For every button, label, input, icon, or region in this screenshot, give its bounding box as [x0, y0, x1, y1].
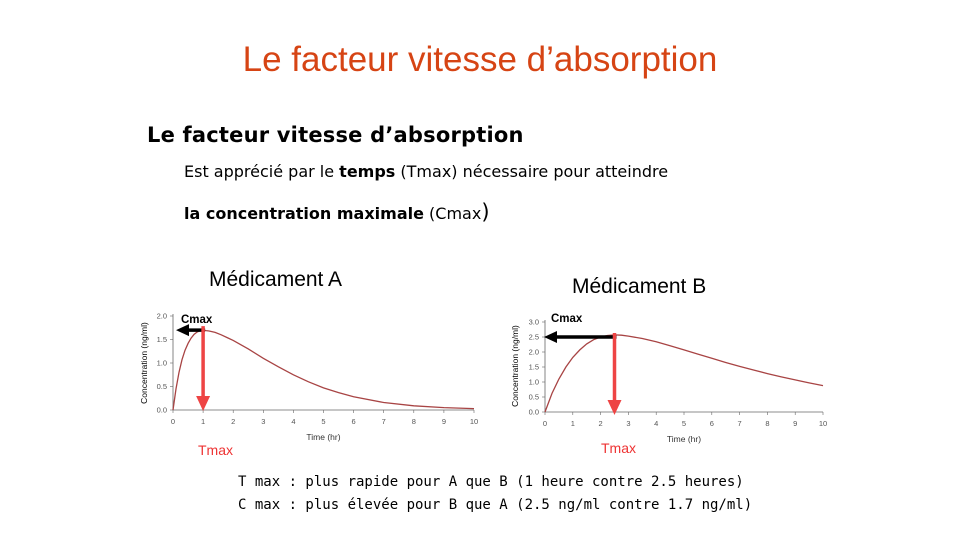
chart-a-cmax-label: Cmax: [181, 314, 213, 326]
description-line-1-text-b: (Tmax) nécessaire pour atteindre: [395, 162, 669, 181]
description-line-1-text-a: Est apprécié par le: [184, 162, 340, 181]
chart-b-y-tick-label: 0.5: [529, 393, 539, 402]
chart-a-x-tick-label: 6: [352, 417, 356, 426]
chart-a-x-tick-label: 5: [321, 417, 325, 426]
chart-b-title: Médicament B: [572, 275, 707, 298]
chart-a-y-tick-label: 2.0: [157, 312, 167, 321]
chart-b-tmax-arrow-head: [607, 400, 622, 415]
chart-b-y-tick-label: 1.0: [529, 378, 539, 387]
chart-a-x-tick-label: 3: [261, 417, 265, 426]
chart-b-y-tick-label: 3.0: [529, 318, 539, 327]
chart-b-concentration-curve: [544, 334, 824, 413]
chart-b-y-tick-label: 2.0: [529, 348, 539, 357]
description-line-2-bold: la concentration maximale: [184, 204, 424, 223]
chart-a-y-tick-label: 0.0: [157, 406, 167, 415]
chart-a-x-tick-label: 9: [442, 417, 446, 426]
chart-a-x-tick-label: 7: [382, 417, 386, 426]
chart-a-y-axis-label: Concentration (ng/ml): [139, 322, 149, 404]
description-line-1: Est apprécié par le temps (Tmax) nécessa…: [184, 162, 668, 181]
chart-a-x-tick-label: 10: [470, 417, 478, 426]
description-line-2-paren: ): [481, 200, 490, 224]
chart-a-concentration-curve: [172, 329, 475, 411]
chart-b-x-tick-label: 0: [543, 419, 547, 428]
chart-a-title: Médicament A: [209, 268, 343, 291]
chart-a-x-axis-label: Time (hr): [306, 432, 340, 442]
chart-a-x-tick-label: 0: [171, 417, 175, 426]
chart-b-x-tick-label: 3: [626, 419, 630, 428]
chart-b-cmax-arrow-head: [544, 331, 557, 343]
chart-b-x-tick-label: 4: [654, 419, 658, 428]
chart-b-y-tick-label: 2.5: [529, 333, 539, 342]
chart-a-y-tick-label: 1.5: [157, 335, 167, 344]
chart-b-y-tick-label: 1.5: [529, 363, 539, 372]
chart-a-y-tick-label: 1.0: [157, 359, 167, 368]
chart-a-tmax-arrow-head: [196, 396, 211, 411]
chart-a-cmax-arrow-head: [176, 324, 189, 337]
chart-a-tmax-label: Tmax: [198, 442, 233, 458]
chart-b-tmax-label: Tmax: [601, 440, 636, 456]
chart-b-cmax-label: Cmax: [551, 313, 583, 325]
chart-b-x-tick-label: 1: [571, 419, 575, 428]
chart-b-x-tick-label: 5: [682, 419, 686, 428]
description-line-2-text: (Cmax: [423, 204, 482, 223]
chart-b-y-axis-label: Concentration (ng/ml): [510, 325, 520, 407]
description-line-1-bold: temps: [339, 162, 396, 181]
chart-a-x-tick-label: 8: [412, 417, 416, 426]
chart-b-x-tick-label: 7: [738, 419, 742, 428]
slide-subtitle: Le facteur vitesse d’absorption: [147, 123, 524, 147]
description-line-2: la concentration maximale (Cmax): [184, 200, 490, 224]
chart-b-x-tick-label: 6: [710, 419, 714, 428]
chart-b-x-tick-label: 2: [599, 419, 603, 428]
chart-b-x-tick-label: 9: [793, 419, 797, 428]
chart-b-x-tick-label: 10: [819, 419, 827, 428]
footer-cmax-note: C max : plus élevée pour B que A (2.5 ng…: [238, 497, 753, 513]
slide-title: Le facteur vitesse d’absorption: [242, 40, 718, 79]
chart-a-y-tick-label: 0.5: [157, 382, 167, 391]
chart-b-x-axis-label: Time (hr): [667, 434, 701, 444]
chart-a-x-tick-label: 1: [201, 417, 205, 426]
chart-a-x-tick-label: 4: [291, 417, 295, 426]
chart-a-x-tick-label: 2: [231, 417, 235, 426]
chart-b-x-tick-label: 8: [765, 419, 769, 428]
footer-tmax-note: T max : plus rapide pour A que B (1 heur…: [238, 474, 744, 490]
chart-b-y-tick-label: 0.0: [529, 408, 539, 417]
